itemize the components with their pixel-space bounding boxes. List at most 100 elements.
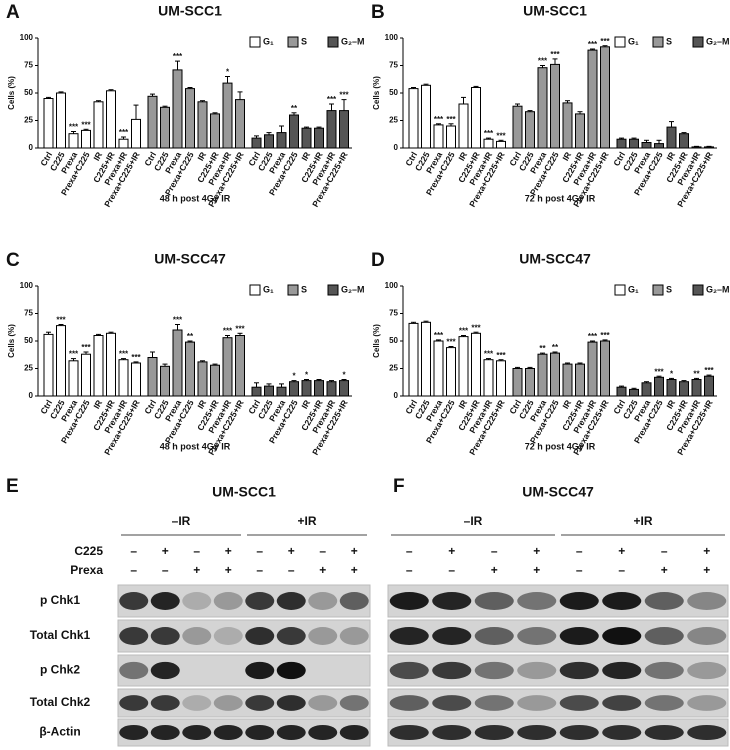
significance-label: *** (339, 91, 349, 100)
bar (408, 322, 419, 397)
y-tick-label: 100 (385, 33, 399, 42)
blot-band (559, 661, 599, 680)
bar (616, 138, 627, 149)
blot-band (687, 724, 727, 741)
significance-label: *** (600, 331, 610, 340)
bar (160, 106, 170, 149)
significance-label: ** (693, 370, 700, 379)
x-axis-label: 48 h post 4Gy IR (160, 441, 231, 451)
legend-label: G₂–M (341, 284, 365, 294)
blot-band (432, 592, 472, 610)
significance-label: *** (471, 323, 481, 332)
blot-band (182, 724, 212, 741)
bar (483, 359, 494, 397)
blot-band (474, 724, 514, 741)
sign: + (319, 563, 326, 577)
blot-band (339, 627, 369, 645)
sign: – (576, 563, 583, 577)
blot-title: UM-SCC47 (522, 484, 594, 500)
blot-band (389, 592, 429, 610)
bar (276, 132, 287, 149)
bar (641, 382, 652, 397)
bar (421, 321, 431, 397)
legend-label: S (301, 284, 307, 294)
bar (616, 386, 627, 397)
significance-label: *** (327, 95, 337, 104)
bar (172, 69, 183, 149)
panel-letter: C (6, 250, 20, 271)
blot-band (559, 592, 599, 610)
sign: + (288, 544, 295, 558)
significance-label: *** (654, 367, 664, 376)
significance-label: *** (446, 338, 456, 347)
bar (471, 332, 481, 397)
legend-swatch (692, 36, 704, 48)
blot-band (432, 695, 472, 711)
legend-swatch (614, 36, 626, 48)
legend-swatch (327, 36, 339, 48)
bar (433, 340, 444, 397)
blot-band (308, 627, 338, 645)
blot-band (276, 592, 306, 610)
x-axis-label: 72 h post 4Gy IR (525, 193, 596, 203)
blot-band (276, 695, 306, 711)
row-label: p Chk2 (40, 663, 80, 677)
bar (587, 49, 598, 149)
blot-band (213, 724, 243, 741)
blot-band (245, 627, 275, 645)
y-tick-label: 75 (389, 309, 398, 318)
bar (600, 340, 610, 397)
significance-label: * (292, 372, 296, 381)
legend-swatch (614, 284, 626, 296)
blot-band (432, 661, 472, 680)
significance-label: *** (81, 343, 91, 352)
bar (704, 375, 714, 397)
blot-band (559, 724, 599, 741)
blot-band (245, 592, 275, 610)
ir-label: +IR (633, 514, 652, 528)
bar (512, 368, 523, 397)
blot-band (644, 724, 684, 741)
significance-label: *** (434, 115, 444, 124)
bar (251, 137, 262, 149)
sign: – (661, 544, 668, 558)
legend-label: G₁ (263, 284, 274, 294)
y-tick-label: 50 (24, 88, 33, 97)
blot-band (245, 724, 275, 741)
significance-label: *** (235, 324, 245, 333)
legend-swatch (652, 284, 664, 296)
bar (458, 103, 469, 149)
ir-label: –IR (172, 514, 191, 528)
significance-label: *** (550, 50, 560, 59)
bar (301, 380, 312, 397)
significance-label: * (226, 68, 230, 77)
sign: – (319, 544, 326, 558)
blot-band (276, 724, 306, 741)
blot-band (308, 695, 338, 711)
y-tick-label: 50 (389, 336, 398, 345)
sign: + (162, 544, 169, 558)
blot-band (474, 627, 514, 645)
sign: + (661, 563, 668, 577)
bar (471, 87, 481, 149)
bar (483, 138, 494, 149)
blot-band (474, 661, 514, 680)
significance-label: *** (69, 350, 79, 359)
bar (56, 325, 66, 397)
bar (666, 126, 677, 149)
bar (654, 143, 664, 149)
y-tick-label: 25 (389, 116, 398, 125)
y-tick-label: 75 (389, 61, 398, 70)
bar (235, 335, 245, 397)
sign: – (618, 563, 625, 577)
blot-band (687, 661, 727, 680)
bar (251, 386, 262, 397)
sign: – (162, 563, 169, 577)
blot-band (517, 695, 557, 711)
bar (654, 376, 664, 397)
bar (106, 332, 116, 397)
blot-band (517, 661, 557, 680)
blot-band (602, 661, 642, 680)
blot-band (245, 661, 275, 680)
blot-band (517, 592, 557, 610)
